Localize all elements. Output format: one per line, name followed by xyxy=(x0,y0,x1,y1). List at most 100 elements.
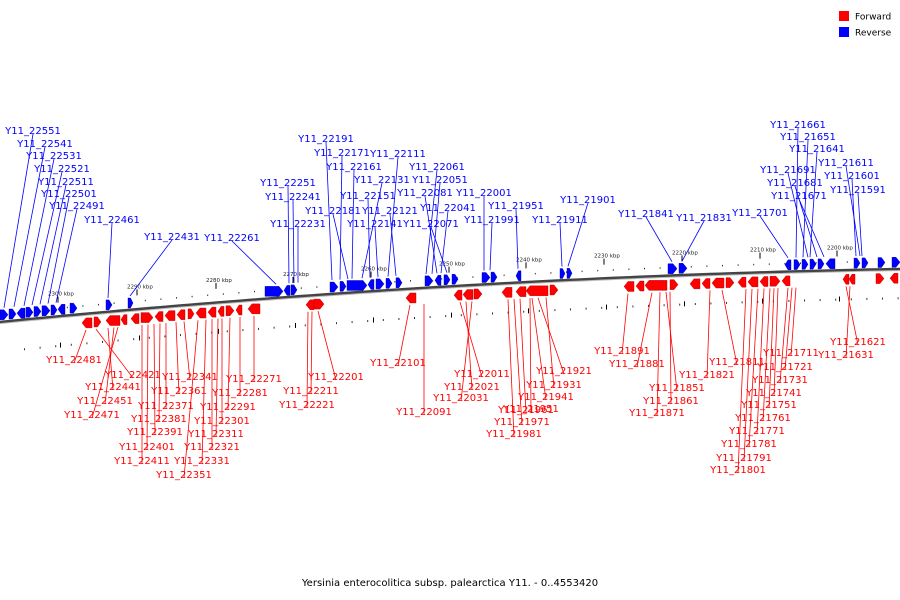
reverse-gene-label[interactable]: Y11_21681 xyxy=(766,178,823,258)
forward-gene-label[interactable]: Y11_22101 xyxy=(369,304,426,369)
reverse-gene-arrow[interactable] xyxy=(385,278,393,289)
forward-gene-label[interactable]: Y11_21751 xyxy=(740,288,797,411)
forward-gene-arrow[interactable] xyxy=(305,299,315,310)
reverse-gene-arrow[interactable] xyxy=(41,305,51,316)
forward-gene-arrow[interactable] xyxy=(711,277,725,289)
forward-gene-label[interactable]: Y11_21871 xyxy=(628,292,685,419)
reverse-gene-label[interactable]: Y11_22261 xyxy=(203,233,277,285)
reverse-gene-arrow[interactable] xyxy=(8,308,17,320)
reverse-gene-arrow[interactable] xyxy=(105,299,113,311)
reverse-gene-arrow[interactable] xyxy=(33,306,42,317)
forward-gene-label[interactable]: Y11_21801 xyxy=(709,289,766,476)
forward-gene-label[interactable]: Y11_21891 xyxy=(593,293,650,357)
forward-gene-arrow[interactable] xyxy=(747,276,759,288)
reverse-gene-label[interactable]: Y11_22431 xyxy=(129,232,200,297)
forward-gene-arrow[interactable] xyxy=(848,273,856,285)
reverse-gene-arrow[interactable] xyxy=(678,263,688,274)
reverse-gene-arrow[interactable] xyxy=(127,297,134,309)
forward-gene-arrow[interactable] xyxy=(313,298,325,310)
reverse-gene-label[interactable]: Y11_21651 xyxy=(779,132,836,258)
reverse-gene-arrow[interactable] xyxy=(50,304,58,316)
reverse-gene-label[interactable]: Y11_21591 xyxy=(829,185,886,256)
forward-gene-arrow[interactable] xyxy=(875,273,885,284)
reverse-gene-arrow[interactable] xyxy=(25,307,34,318)
forward-gene-arrow[interactable] xyxy=(644,280,668,291)
forward-gene-label[interactable]: Y11_21761 xyxy=(734,288,791,424)
reverse-gene-label[interactable]: Y11_22531 xyxy=(23,151,82,306)
reverse-gene-label[interactable]: Y11_22491 xyxy=(48,201,105,303)
reverse-gene-arrow[interactable] xyxy=(16,307,26,319)
reverse-gene-label[interactable]: Y11_22141 xyxy=(346,219,403,278)
reverse-gene-arrow[interactable] xyxy=(367,279,375,290)
forward-gene-label[interactable]: Y11_22201 xyxy=(307,311,364,383)
reverse-gene-label[interactable]: Y11_22511 xyxy=(37,177,94,305)
reverse-gene-arrow[interactable] xyxy=(424,275,434,287)
forward-gene-label[interactable]: Y11_21781 xyxy=(720,288,777,450)
forward-gene-label[interactable]: Y11_21951 xyxy=(502,298,559,415)
reverse-gene-label[interactable]: Y11_22001 xyxy=(455,188,512,271)
forward-gene-arrow[interactable] xyxy=(701,278,711,289)
forward-gene-arrow[interactable] xyxy=(130,313,140,324)
reverse-gene-arrow[interactable] xyxy=(346,280,368,291)
reverse-gene-arrow[interactable] xyxy=(515,270,522,281)
forward-gene-label[interactable]: Y11_21791 xyxy=(715,288,772,464)
forward-gene-arrow[interactable] xyxy=(889,273,899,284)
reverse-gene-label[interactable]: Y11_22551 xyxy=(3,126,61,308)
forward-gene-arrow[interactable] xyxy=(154,311,164,322)
reverse-gene-label[interactable]: Y11_21671 xyxy=(770,191,827,258)
forward-gene-arrow[interactable] xyxy=(140,312,154,323)
forward-gene-label[interactable]: Y11_22331 xyxy=(173,319,230,467)
forward-gene-label[interactable]: Y11_22371 xyxy=(137,322,194,412)
forward-gene-label[interactable]: Y11_21631 xyxy=(817,286,874,361)
reverse-gene-label[interactable]: Y11_22231 xyxy=(269,219,326,283)
forward-gene-label[interactable]: Y11_21941 xyxy=(517,298,574,403)
forward-gene-label[interactable]: Y11_22361 xyxy=(150,322,207,397)
forward-gene-arrow[interactable] xyxy=(225,305,235,316)
reverse-gene-arrow[interactable] xyxy=(559,268,566,279)
forward-gene-arrow[interactable] xyxy=(247,303,261,315)
forward-gene-label[interactable]: Y11_22271 xyxy=(225,315,282,385)
forward-gene-label[interactable]: Y11_22011 xyxy=(453,301,510,380)
reverse-gene-arrow[interactable] xyxy=(443,274,451,285)
forward-gene-label[interactable]: Y11_21931 xyxy=(525,297,582,391)
forward-gene-label[interactable]: Y11_22421 xyxy=(95,328,161,381)
reverse-gene-label[interactable]: Y11_22161 xyxy=(325,162,382,279)
forward-gene-arrow[interactable] xyxy=(549,284,559,296)
forward-gene-arrow[interactable] xyxy=(473,288,483,300)
reverse-gene-arrow[interactable] xyxy=(861,257,869,269)
reverse-gene-arrow[interactable] xyxy=(69,302,78,314)
forward-gene-arrow[interactable] xyxy=(689,278,701,290)
forward-gene-label[interactable]: Y11_22281 xyxy=(211,316,268,399)
reverse-gene-label[interactable]: Y11_21701 xyxy=(731,208,789,259)
forward-gene-arrow[interactable] xyxy=(635,280,645,292)
forward-gene-label[interactable]: Y11_22341 xyxy=(161,321,218,383)
reverse-gene-label[interactable]: Y11_22071 xyxy=(402,219,459,273)
forward-gene-arrow[interactable] xyxy=(81,317,93,329)
reverse-gene-label[interactable]: Y11_21911 xyxy=(531,215,588,267)
forward-gene-label[interactable]: Y11_22311 xyxy=(187,318,244,440)
reverse-gene-label[interactable]: Y11_21831 xyxy=(675,213,732,262)
forward-gene-label[interactable]: Y11_21771 xyxy=(728,288,785,437)
forward-gene-arrow[interactable] xyxy=(207,306,217,318)
forward-gene-arrow[interactable] xyxy=(781,275,791,287)
forward-gene-label[interactable]: Y11_21741 xyxy=(745,288,802,399)
forward-gene-label[interactable]: Y11_22471 xyxy=(63,326,120,421)
reverse-gene-arrow[interactable] xyxy=(891,257,900,268)
reverse-gene-arrow[interactable] xyxy=(395,277,403,288)
reverse-gene-label[interactable]: Y11_22151 xyxy=(339,191,396,278)
forward-gene-label[interactable]: Y11_22031 xyxy=(432,301,489,404)
reverse-gene-arrow[interactable] xyxy=(0,309,9,321)
forward-gene-label[interactable]: Y11_22481 xyxy=(45,329,102,366)
reverse-gene-label[interactable]: Y11_22501 xyxy=(40,189,97,304)
forward-gene-label[interactable]: Y11_22301 xyxy=(193,318,250,427)
reverse-gene-arrow[interactable] xyxy=(825,258,836,269)
forward-gene-label[interactable]: Y11_21881 xyxy=(608,292,665,370)
reverse-gene-label[interactable]: Y11_22171 xyxy=(313,148,370,280)
reverse-gene-arrow[interactable] xyxy=(329,281,339,293)
reverse-gene-arrow[interactable] xyxy=(853,257,861,269)
reverse-gene-label[interactable]: Y11_21901 xyxy=(559,195,616,267)
forward-gene-arrow[interactable] xyxy=(453,289,463,301)
forward-gene-arrow[interactable] xyxy=(176,309,186,320)
reverse-gene-arrow[interactable] xyxy=(339,281,347,292)
forward-gene-label[interactable]: Y11_21711 xyxy=(762,287,819,359)
